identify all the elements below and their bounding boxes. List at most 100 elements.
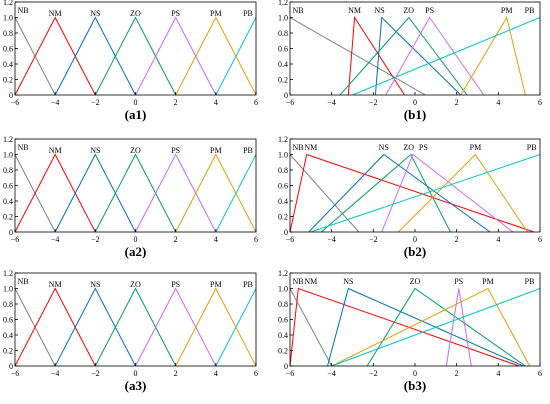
series-line-pb — [215, 154, 256, 232]
y-tick-label: 1.2 — [3, 0, 13, 7]
x-tick-label: −2 — [91, 98, 100, 107]
series-label-pm: PM — [482, 277, 494, 286]
series-label-ps: PS — [425, 6, 434, 15]
x-tick-label: 6 — [254, 235, 258, 244]
y-tick-label: 0.8 — [278, 29, 288, 38]
series-label-pb: PB — [525, 277, 535, 286]
y-tick-label: 0.4 — [278, 60, 288, 69]
series-line-pm — [397, 153, 528, 232]
y-tick-label: 0.6 — [278, 44, 288, 53]
x-tick-label: 4 — [496, 369, 500, 378]
x-tick-label: −4 — [327, 369, 336, 378]
series-line-nm — [290, 287, 520, 366]
x-tick-label: −4 — [327, 98, 336, 107]
series-line-nm — [347, 15, 406, 95]
series-label-pb: PB — [525, 6, 535, 15]
panel-a1: 0 0.2 0.4 0.6 0.8 1.0 1.2 −6 −4 −2 0 2 4 6 NB NM NS ZO PS P… — [3, 0, 258, 122]
y-tick-label: 0 — [284, 91, 288, 100]
series-label-pm: PM — [470, 143, 482, 152]
series-label-ns: NS — [379, 143, 389, 152]
series-label-ns: NS — [90, 9, 100, 18]
series-line-pm — [175, 153, 256, 232]
x-tick-label: −4 — [51, 235, 60, 244]
x-tick-label: −6 — [286, 98, 295, 107]
series-line-pm — [331, 287, 531, 366]
plot-frame — [289, 1, 541, 96]
series-line-ps — [135, 153, 217, 232]
series-line-zo — [94, 287, 177, 366]
series-line-pm — [175, 287, 256, 366]
x-tick-label: 4 — [496, 98, 500, 107]
x-tick-label: 6 — [254, 369, 258, 378]
y-tick-label: 0.4 — [3, 60, 13, 69]
series-line-nm — [15, 287, 96, 366]
series-label-ns: NS — [90, 146, 100, 155]
plot-frame — [289, 138, 541, 233]
series-label-pm: PM — [501, 6, 513, 15]
series-label-ns: NS — [374, 6, 384, 15]
x-tick-label: 0 — [413, 369, 417, 378]
panel-a2: 0 0.2 0.4 0.6 0.8 1.0 1.2 −6 −4 −2 0 2 4 6 NB NM NS ZO PS P… — [3, 135, 258, 259]
x-tick-label: 6 — [254, 98, 258, 107]
y-tick-label: 0 — [9, 91, 13, 100]
series-line-ns — [54, 153, 136, 232]
series-line-nb — [290, 154, 360, 232]
x-tick-label: 6 — [538, 98, 542, 107]
y-tick-label: 0 — [9, 362, 13, 371]
x-tick-label: 2 — [455, 235, 459, 244]
x-tick-label: 0 — [413, 98, 417, 107]
series-label-zo: ZO — [403, 6, 414, 15]
y-tick-label: 0.2 — [278, 75, 288, 84]
y-tick-label: 1.2 — [3, 135, 13, 144]
series-label-zo: ZO — [410, 277, 421, 286]
x-tick-label: 2 — [174, 98, 178, 107]
plot-frame — [289, 272, 541, 367]
series-label-zo: ZO — [130, 280, 141, 289]
series-line-ns — [308, 153, 491, 232]
series-line-pb — [331, 288, 540, 366]
x-tick-label: −4 — [51, 369, 60, 378]
series-label-pb: PB — [243, 9, 253, 18]
series-label-nb: NB — [292, 277, 303, 286]
series-label-pb: PB — [243, 146, 253, 155]
series-label-nm: NM — [49, 9, 62, 18]
series-label-nm: NM — [49, 280, 62, 289]
y-tick-label: 0.6 — [3, 315, 13, 324]
series-line-ps — [135, 287, 217, 366]
series-line-nm — [15, 153, 96, 232]
series-label-nb: NB — [17, 6, 28, 15]
x-tick-label: −4 — [51, 98, 60, 107]
panel-b1: 0 0.2 0.4 0.6 0.8 1.0 1.2 −6 −4 −2 0 2 4 6 NB NM NS ZO PS P… — [278, 0, 542, 122]
series-label-ps: PS — [171, 280, 180, 289]
x-tick-label: 4 — [214, 235, 218, 244]
y-tick-label: 0.2 — [278, 212, 288, 221]
y-tick-label: 1.2 — [278, 0, 288, 7]
x-tick-label: 2 — [455, 98, 459, 107]
y-tick-label: 0.4 — [3, 197, 13, 206]
x-tick-label: 4 — [214, 369, 218, 378]
y-tick-label: 0 — [284, 228, 288, 237]
y-tick-label: 1.0 — [3, 284, 13, 293]
series-line-zo — [94, 153, 177, 232]
y-tick-label: 0.6 — [3, 44, 13, 53]
x-tick-label: 4 — [496, 235, 500, 244]
series-label-pm: PM — [210, 9, 222, 18]
y-tick-label: 0.8 — [3, 29, 13, 38]
series-label-nb: NB — [17, 277, 28, 286]
series-line-ps — [135, 16, 217, 95]
series-label-ps: PS — [454, 277, 463, 286]
series-label-nm: NM — [304, 143, 317, 152]
panel-caption: (a1) — [125, 107, 147, 122]
y-tick-label: 1.0 — [3, 13, 13, 22]
y-tick-label: 1.0 — [278, 150, 288, 159]
series-label-pb: PB — [527, 143, 537, 152]
series-line-nb — [290, 288, 333, 366]
x-tick-label: −2 — [91, 369, 100, 378]
y-tick-label: 1.2 — [3, 269, 13, 278]
panel-caption: (a2) — [125, 244, 147, 259]
y-tick-label: 1.0 — [3, 150, 13, 159]
series-line-nb — [290, 17, 426, 95]
series-label-pm: PM — [210, 146, 222, 155]
x-tick-label: −6 — [11, 369, 20, 378]
